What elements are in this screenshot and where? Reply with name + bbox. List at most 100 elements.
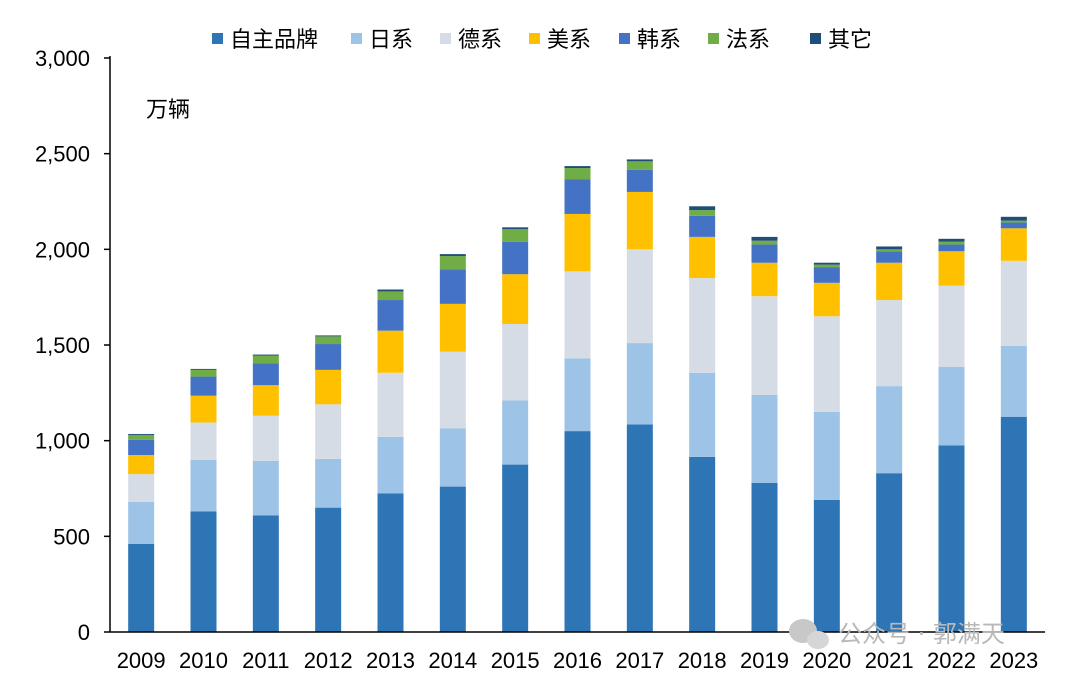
wechat-icon <box>789 619 829 649</box>
bar-segment-5 <box>1000 222 1027 229</box>
bar-segment-2 <box>938 367 965 446</box>
bar-segment-3 <box>689 278 716 373</box>
bar-segment-2 <box>190 459 217 512</box>
bar-segment-3 <box>1000 260 1027 346</box>
bar-stack-2019 <box>751 236 778 632</box>
bar-segment-6 <box>938 241 965 245</box>
bar-segment-3 <box>938 285 965 368</box>
bar-segment-7 <box>128 433 155 435</box>
bar-segment-7 <box>751 236 778 241</box>
bar-segment-5 <box>938 244 965 252</box>
bar-segment-3 <box>315 404 342 459</box>
unit-label: 万辆 <box>146 98 190 123</box>
bar-segment-7 <box>564 166 591 169</box>
bar-segment-4 <box>439 303 466 352</box>
x-tick-label: 2020 <box>802 648 851 673</box>
x-tick-label: 2015 <box>491 648 540 673</box>
bar-segment-3 <box>502 323 529 401</box>
bar-stack-2013 <box>377 289 404 632</box>
bar-segment-1 <box>876 473 903 632</box>
legend-swatch <box>351 33 362 44</box>
bar-segment-3 <box>439 351 466 429</box>
bar-segment-3 <box>252 415 279 461</box>
legend-swatch <box>708 33 719 44</box>
bar-segment-2 <box>439 428 466 487</box>
bar-segment-5 <box>626 169 653 192</box>
bar-segment-1 <box>751 482 778 632</box>
bars <box>128 159 1027 632</box>
bar-segment-4 <box>190 395 217 423</box>
bar-segment-6 <box>1000 220 1027 223</box>
bar-segment-6 <box>876 249 903 252</box>
bar-segment-4 <box>502 274 529 324</box>
bar-segment-2 <box>876 386 903 474</box>
bar-segment-6 <box>252 355 279 364</box>
bar-segment-4 <box>252 385 279 416</box>
bar-stack-2014 <box>439 254 466 632</box>
x-tick-label: 2019 <box>740 648 789 673</box>
bar-segment-2 <box>689 372 716 457</box>
bar-segment-6 <box>190 369 217 377</box>
bar-segment-1 <box>128 543 155 632</box>
bar-segment-5 <box>439 269 466 304</box>
bar-segment-6 <box>377 291 404 301</box>
bar-segment-7 <box>876 246 903 250</box>
legend-label: 韩系 <box>637 28 681 53</box>
y-tick-label: 2,500 <box>35 142 90 167</box>
x-tick-label: 2021 <box>865 648 914 673</box>
x-tick-label: 2011 <box>242 648 289 673</box>
bar-segment-5 <box>252 363 279 386</box>
bar-segment-1 <box>564 431 591 632</box>
bar-segment-2 <box>564 358 591 432</box>
bar-segment-4 <box>564 213 591 272</box>
bar-stack-2009 <box>128 433 155 632</box>
y-tick-label: 3,000 <box>35 46 90 71</box>
legend-swatch <box>212 33 223 44</box>
legend-label: 日系 <box>369 28 413 53</box>
bar-segment-6 <box>626 161 653 170</box>
bar-segment-5 <box>813 267 840 283</box>
legend-label: 自主品牌 <box>230 28 318 53</box>
bar-segment-6 <box>128 434 155 440</box>
legend-swatch <box>810 33 821 44</box>
y-tick-label: 0 <box>78 620 90 645</box>
bar-segment-7 <box>1000 216 1027 221</box>
x-tick-label: 2018 <box>678 648 727 673</box>
bar-segment-5 <box>876 251 903 263</box>
bar-segment-6 <box>813 264 840 268</box>
bar-segment-5 <box>751 244 778 263</box>
x-tick-label: 2017 <box>615 648 664 673</box>
bar-segment-3 <box>626 249 653 344</box>
bar-stack-2016 <box>564 166 591 632</box>
bar-segment-6 <box>502 229 529 242</box>
bar-stack-2018 <box>689 206 716 632</box>
y-tick-label: 2,000 <box>35 237 90 262</box>
legend-swatch <box>529 33 540 44</box>
watermark-text: 公众号 · 郭满天 <box>838 620 1005 648</box>
bar-stack-2012 <box>315 335 342 632</box>
bar-segment-1 <box>1000 416 1027 632</box>
bar-segment-4 <box>876 262 903 301</box>
bar-stack-2023 <box>1000 216 1027 632</box>
y-tick-label: 1,000 <box>35 429 90 454</box>
bar-segment-4 <box>751 262 778 297</box>
bar-segment-6 <box>689 210 716 216</box>
bar-segment-1 <box>938 445 965 632</box>
legend-swatch <box>440 33 451 44</box>
bar-segment-7 <box>626 159 653 162</box>
bar-segment-7 <box>377 289 404 292</box>
legend-label: 德系 <box>458 28 502 53</box>
bar-segment-4 <box>1000 228 1027 261</box>
bar-segment-2 <box>128 501 155 544</box>
x-tick-label: 2022 <box>927 648 976 673</box>
y-tick-label: 1,500 <box>35 333 90 358</box>
x-tick-label: 2009 <box>117 648 166 673</box>
bar-stack-2021 <box>876 246 903 632</box>
bar-segment-1 <box>252 515 279 632</box>
bar-segment-3 <box>564 271 591 359</box>
bar-segment-1 <box>439 486 466 632</box>
bar-segment-1 <box>190 511 217 632</box>
bar-segment-2 <box>626 343 653 425</box>
bar-stack-2011 <box>252 354 279 632</box>
